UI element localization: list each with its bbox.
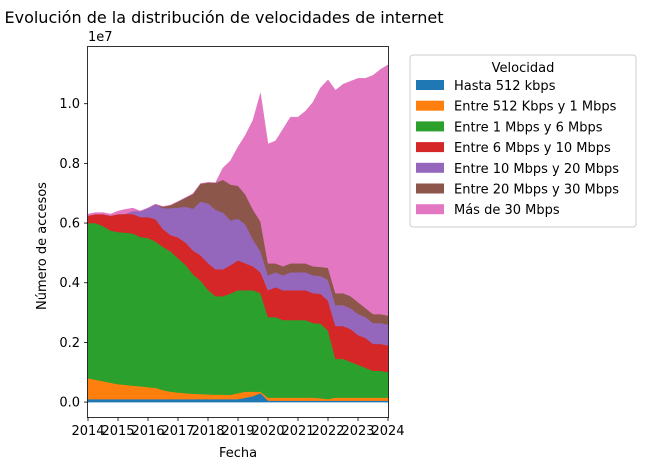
y-axis-label: Número de accesos	[35, 182, 50, 310]
areas-layer	[87, 64, 389, 403]
y-tick-label: 0.2	[59, 336, 80, 351]
x-tick-label: 2014	[71, 424, 104, 439]
legend: Velocidad Hasta 512 kbps Entre 512 Kbps y…	[409, 54, 637, 228]
legend-swatch	[416, 142, 444, 153]
x-tick-label: 2023	[341, 424, 374, 439]
legend-swatch	[416, 183, 444, 194]
y-ticks: 0.0 0.2 0.4 0.6 0.8 1.0	[59, 97, 88, 411]
legend-label: Entre 20 Mbps y 30 Mbps	[454, 183, 619, 198]
legend-label: Entre 10 Mbps y 20 Mbps	[454, 162, 619, 177]
x-tick-label: 2024	[371, 424, 404, 439]
legend-label: Más de 30 Mbps	[454, 203, 560, 218]
x-tick-label: 2016	[131, 424, 164, 439]
legend-frame	[409, 54, 637, 228]
x-tick-label: 2022	[311, 424, 344, 439]
legend-label: Entre 6 Mbps y 10 Mbps	[454, 141, 611, 156]
x-tick-label: 2017	[161, 424, 194, 439]
legend-label: Entre 1 Mbps y 6 Mbps	[454, 120, 603, 135]
x-tick-label: 2018	[191, 424, 224, 439]
x-axis-label: Fecha	[219, 446, 257, 461]
x-tick-label: 2019	[221, 424, 254, 439]
y-tick-label: 0.6	[59, 217, 80, 232]
x-tick-label: 2021	[281, 424, 314, 439]
legend-swatch	[416, 80, 444, 90]
area-series-7	[87, 64, 389, 316]
x-tick-label: 2015	[101, 424, 134, 439]
y-tick-label: 0.4	[59, 276, 80, 291]
x-ticks: 2014201520162017201820192020202120222023…	[71, 417, 405, 439]
legend-swatch	[416, 162, 444, 173]
legend-label: Entre 512 Kbps y 1 Mbps	[454, 100, 617, 115]
legend-label: Hasta 512 kbps	[454, 79, 556, 94]
legend-swatch	[416, 204, 444, 215]
y-offset-text: 1e7	[88, 30, 113, 45]
legend-items: Hasta 512 kbps Entre 512 Kbps y 1 Mbps Ent…	[416, 79, 619, 218]
legend-swatch	[416, 100, 444, 111]
chart-title: Evolución de la distribución de velocida…	[4, 8, 443, 27]
y-tick-label: 0.0	[59, 396, 80, 411]
legend-title: Velocidad	[492, 61, 555, 76]
y-tick-label: 1.0	[59, 97, 80, 112]
x-tick-label: 2020	[251, 424, 284, 439]
y-tick-label: 0.8	[59, 157, 80, 172]
legend-swatch	[416, 121, 444, 132]
